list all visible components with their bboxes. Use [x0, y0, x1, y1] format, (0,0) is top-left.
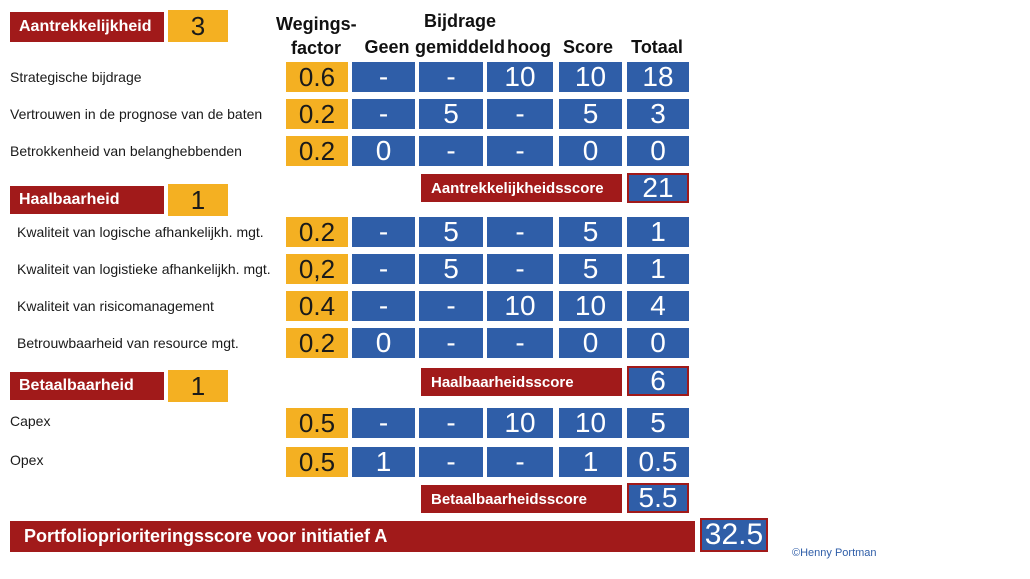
section-weight-haalbaarheid: 1 — [168, 184, 228, 216]
row-label: Betrokkenheid van belanghebbenden — [10, 143, 242, 159]
score-cell: 0 — [559, 327, 622, 358]
score-value-aantrekkelijkheid: 21 — [627, 172, 689, 203]
totaal-cell: 18 — [627, 61, 689, 92]
header-gemiddeld: gemiddeld — [414, 37, 505, 57]
header-hoog: hoog — [507, 37, 551, 57]
score-value-haalbaarheid: 6 — [627, 365, 689, 396]
gemiddeld-cell: - — [419, 327, 483, 358]
gemiddeld-cell: 5 — [419, 98, 483, 129]
row-label: Opex — [10, 452, 44, 468]
row-label: Vertrouwen in de prognose van de baten — [10, 106, 263, 122]
row-label: Capex — [10, 413, 51, 429]
totaal-cell: 4 — [627, 290, 689, 321]
hoog-cell: 10 — [487, 290, 553, 321]
score-label-aantrekkelijkheid: Aantrekkelijkheidsscore — [421, 174, 622, 202]
gemiddeld-cell: - — [419, 290, 483, 321]
section-title-betaalbaarheid: Betaalbaarheid — [10, 372, 164, 400]
header-bijdrage: Bijdrage — [423, 11, 497, 31]
header-weging-line1: Wegings- — [276, 14, 357, 34]
totaal-cell: 3 — [627, 98, 689, 129]
factor-cell: 0.5 — [286, 408, 348, 438]
score-cell: 10 — [559, 61, 622, 92]
hoog-cell: - — [487, 327, 553, 358]
header-score: Score — [562, 37, 614, 57]
hoog-cell: - — [487, 253, 553, 284]
geen-cell: - — [352, 253, 415, 284]
score-value-betaalbaarheid: 5.5 — [627, 482, 689, 513]
section-title-haalbaarheid: Haalbaarheid — [10, 186, 164, 214]
hoog-cell: - — [487, 216, 553, 247]
score-cell: 5 — [559, 216, 622, 247]
factor-cell: 0,2 — [286, 254, 348, 284]
hoog-cell: - — [487, 446, 553, 477]
final-score-value: 32.5 — [700, 518, 768, 552]
score-cell: 0 — [559, 135, 622, 166]
row-label: Strategische bijdrage — [10, 69, 142, 85]
score-cell: 10 — [559, 407, 622, 438]
totaal-cell: 0 — [627, 135, 689, 166]
gemiddeld-cell: - — [419, 407, 483, 438]
header-weging-line2: factor — [290, 38, 341, 58]
section-weight-betaalbaarheid: 1 — [168, 370, 228, 402]
hoog-cell: 10 — [487, 407, 553, 438]
section-weight-aantrekkelijkheid: 3 — [168, 10, 228, 42]
factor-cell: 0.4 — [286, 291, 348, 321]
factor-cell: 0.5 — [286, 447, 348, 477]
hoog-cell: - — [487, 98, 553, 129]
totaal-cell: 1 — [627, 253, 689, 284]
row-label: Betrouwbaarheid van resource mgt. — [17, 335, 239, 351]
geen-cell: - — [352, 407, 415, 438]
gemiddeld-cell: - — [419, 135, 483, 166]
geen-cell: - — [352, 290, 415, 321]
hoog-cell: 10 — [487, 61, 553, 92]
copyright-text: ©Henny Portman — [792, 547, 877, 559]
totaal-cell: 1 — [627, 216, 689, 247]
factor-cell: 0.2 — [286, 99, 348, 129]
gemiddeld-cell: - — [419, 446, 483, 477]
score-label-haalbaarheid: Haalbaarheidsscore — [421, 368, 622, 396]
header-totaal: Totaal — [631, 37, 683, 57]
gemiddeld-cell: - — [419, 61, 483, 92]
totaal-cell: 5 — [627, 407, 689, 438]
geen-cell: - — [352, 216, 415, 247]
factor-cell: 0.6 — [286, 62, 348, 92]
hoog-cell: - — [487, 135, 553, 166]
geen-cell: - — [352, 61, 415, 92]
score-label-betaalbaarheid: Betaalbaarheidsscore — [421, 485, 622, 513]
score-cell: 5 — [559, 253, 622, 284]
section-title-aantrekkelijkheid: Aantrekkelijkheid — [10, 12, 164, 42]
final-score-label: Portfolioprioriteringsscore voor initiat… — [10, 521, 695, 552]
score-cell: 5 — [559, 98, 622, 129]
row-label: Kwaliteit van logische afhankelijkh. mgt… — [17, 224, 264, 240]
geen-cell: - — [352, 98, 415, 129]
factor-cell: 0.2 — [286, 217, 348, 247]
gemiddeld-cell: 5 — [419, 216, 483, 247]
row-label: Kwaliteit van risicomanagement — [17, 298, 214, 314]
geen-cell: 0 — [352, 327, 415, 358]
row-label: Kwaliteit van logistieke afhankelijkh. m… — [17, 261, 271, 277]
totaal-cell: 0.5 — [627, 446, 689, 477]
score-cell: 1 — [559, 446, 622, 477]
geen-cell: 1 — [352, 446, 415, 477]
geen-cell: 0 — [352, 135, 415, 166]
header-geen: Geen — [364, 37, 410, 57]
factor-cell: 0.2 — [286, 328, 348, 358]
factor-cell: 0.2 — [286, 136, 348, 166]
gemiddeld-cell: 5 — [419, 253, 483, 284]
score-cell: 10 — [559, 290, 622, 321]
totaal-cell: 0 — [627, 327, 689, 358]
